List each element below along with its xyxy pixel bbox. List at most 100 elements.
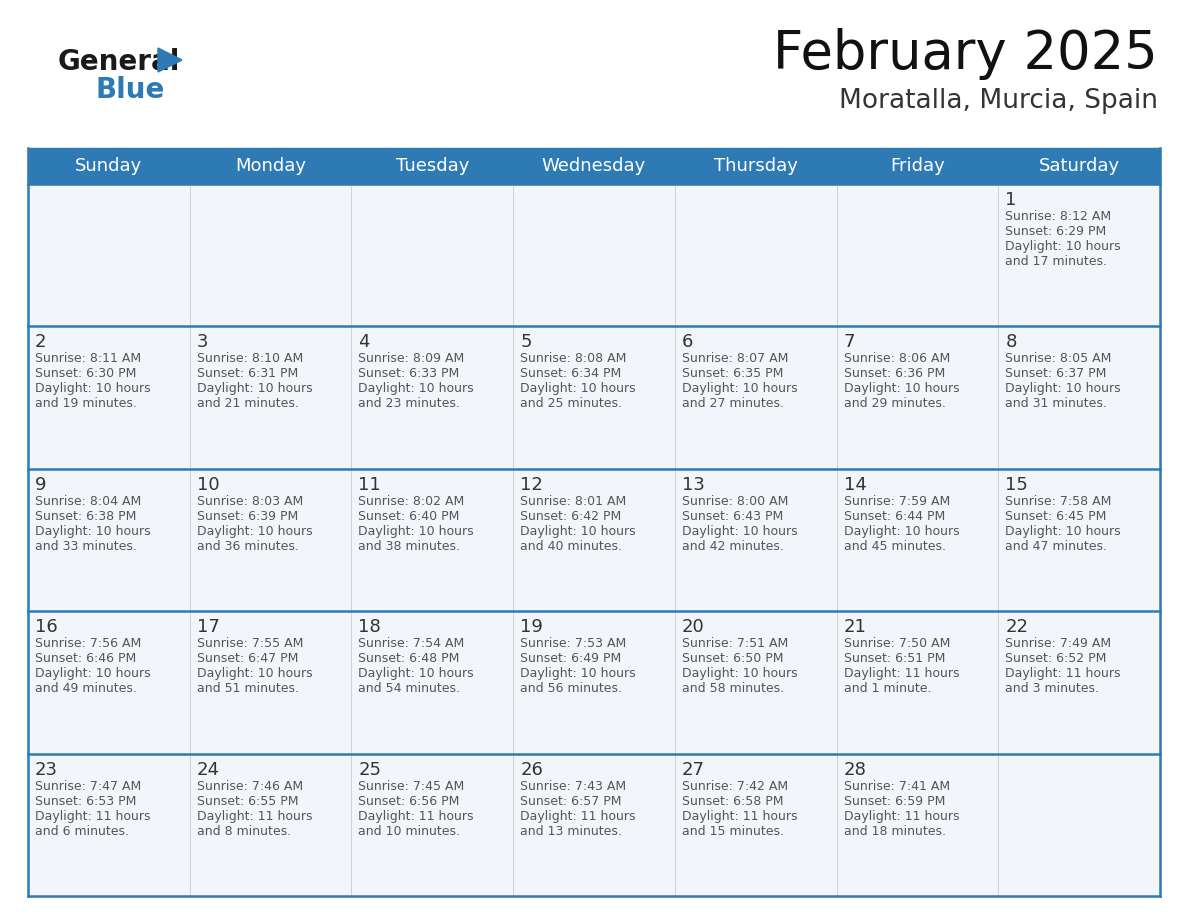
Text: Sunrise: 7:59 AM: Sunrise: 7:59 AM [843,495,950,508]
Text: Daylight: 10 hours: Daylight: 10 hours [1005,240,1121,253]
Bar [29,754,1159,896]
Text: and 36 minutes.: and 36 minutes. [197,540,298,553]
Text: Sunrise: 7:45 AM: Sunrise: 7:45 AM [359,779,465,792]
Text: Sunset: 6:47 PM: Sunset: 6:47 PM [197,652,298,666]
Text: Friday: Friday [890,157,944,175]
Text: and 23 minutes.: and 23 minutes. [359,397,460,410]
Text: and 18 minutes.: and 18 minutes. [843,824,946,837]
Text: Sunrise: 8:03 AM: Sunrise: 8:03 AM [197,495,303,508]
Text: Saturday: Saturday [1038,157,1120,175]
Text: Daylight: 11 hours: Daylight: 11 hours [520,810,636,823]
Text: Sunrise: 8:08 AM: Sunrise: 8:08 AM [520,353,626,365]
Text: 17: 17 [197,618,220,636]
Text: 28: 28 [843,761,866,778]
Text: Daylight: 10 hours: Daylight: 10 hours [520,667,636,680]
Text: Sunset: 6:42 PM: Sunset: 6:42 PM [520,509,621,522]
Text: Daylight: 10 hours: Daylight: 10 hours [1005,525,1121,538]
Text: Sunrise: 8:04 AM: Sunrise: 8:04 AM [34,495,141,508]
Text: Daylight: 10 hours: Daylight: 10 hours [843,383,959,396]
Text: Daylight: 10 hours: Daylight: 10 hours [197,525,312,538]
Text: Sunset: 6:51 PM: Sunset: 6:51 PM [843,652,944,666]
Text: 9: 9 [34,476,46,494]
Text: and 27 minutes.: and 27 minutes. [682,397,784,410]
Bar [29,611,1159,754]
Text: Daylight: 10 hours: Daylight: 10 hours [197,667,312,680]
Text: Sunset: 6:48 PM: Sunset: 6:48 PM [359,652,460,666]
Text: Sunrise: 8:02 AM: Sunrise: 8:02 AM [359,495,465,508]
Text: and 10 minutes.: and 10 minutes. [359,824,461,837]
Text: Daylight: 10 hours: Daylight: 10 hours [1005,383,1121,396]
Text: Sunset: 6:30 PM: Sunset: 6:30 PM [34,367,137,380]
Text: Daylight: 10 hours: Daylight: 10 hours [359,383,474,396]
Text: Sunrise: 7:46 AM: Sunrise: 7:46 AM [197,779,303,792]
Text: 10: 10 [197,476,220,494]
Text: Sunrise: 7:51 AM: Sunrise: 7:51 AM [682,637,788,650]
Text: Daylight: 11 hours: Daylight: 11 hours [197,810,312,823]
Text: 26: 26 [520,761,543,778]
Text: and 31 minutes.: and 31 minutes. [1005,397,1107,410]
Text: and 42 minutes.: and 42 minutes. [682,540,784,553]
Text: 18: 18 [359,618,381,636]
Text: Daylight: 11 hours: Daylight: 11 hours [1005,667,1120,680]
Text: Sunrise: 8:07 AM: Sunrise: 8:07 AM [682,353,788,365]
Text: and 56 minutes.: and 56 minutes. [520,682,623,695]
Text: Sunset: 6:39 PM: Sunset: 6:39 PM [197,509,298,522]
Text: Sunset: 6:33 PM: Sunset: 6:33 PM [359,367,460,380]
Text: Sunrise: 8:05 AM: Sunrise: 8:05 AM [1005,353,1112,365]
Text: and 29 minutes.: and 29 minutes. [843,397,946,410]
Text: Sunset: 6:45 PM: Sunset: 6:45 PM [1005,509,1107,522]
Text: Daylight: 11 hours: Daylight: 11 hours [359,810,474,823]
Text: Sunset: 6:37 PM: Sunset: 6:37 PM [1005,367,1107,380]
Text: 27: 27 [682,761,704,778]
Text: Sunrise: 7:54 AM: Sunrise: 7:54 AM [359,637,465,650]
Polygon shape [158,48,182,72]
Text: and 6 minutes.: and 6 minutes. [34,824,129,837]
Text: 12: 12 [520,476,543,494]
Text: Daylight: 10 hours: Daylight: 10 hours [359,525,474,538]
Text: Daylight: 11 hours: Daylight: 11 hours [843,810,959,823]
Text: Sunset: 6:55 PM: Sunset: 6:55 PM [197,795,298,808]
Text: and 40 minutes.: and 40 minutes. [520,540,623,553]
Text: and 38 minutes.: and 38 minutes. [359,540,461,553]
Text: 13: 13 [682,476,704,494]
Text: February 2025: February 2025 [773,28,1158,80]
Text: Sunday: Sunday [75,157,143,175]
Text: General: General [58,48,181,76]
Text: and 49 minutes.: and 49 minutes. [34,682,137,695]
Text: Sunset: 6:58 PM: Sunset: 6:58 PM [682,795,783,808]
Text: Sunrise: 7:56 AM: Sunrise: 7:56 AM [34,637,141,650]
Text: Sunrise: 7:47 AM: Sunrise: 7:47 AM [34,779,141,792]
Bar [29,148,1159,184]
Text: 24: 24 [197,761,220,778]
Text: Daylight: 10 hours: Daylight: 10 hours [843,525,959,538]
Text: Sunset: 6:35 PM: Sunset: 6:35 PM [682,367,783,380]
Text: 25: 25 [359,761,381,778]
Text: 15: 15 [1005,476,1028,494]
Text: Blue: Blue [96,76,165,104]
Text: and 17 minutes.: and 17 minutes. [1005,255,1107,268]
Text: Sunrise: 7:49 AM: Sunrise: 7:49 AM [1005,637,1112,650]
Text: Sunset: 6:29 PM: Sunset: 6:29 PM [1005,225,1106,238]
Text: and 47 minutes.: and 47 minutes. [1005,540,1107,553]
Text: Sunrise: 8:10 AM: Sunrise: 8:10 AM [197,353,303,365]
Text: Sunrise: 8:11 AM: Sunrise: 8:11 AM [34,353,141,365]
Text: Sunrise: 8:06 AM: Sunrise: 8:06 AM [843,353,950,365]
Text: Daylight: 10 hours: Daylight: 10 hours [34,383,151,396]
Text: Sunrise: 7:50 AM: Sunrise: 7:50 AM [843,637,950,650]
Text: and 15 minutes.: and 15 minutes. [682,824,784,837]
Text: 16: 16 [34,618,58,636]
Text: Sunrise: 7:58 AM: Sunrise: 7:58 AM [1005,495,1112,508]
Bar [29,327,1159,469]
Text: 22: 22 [1005,618,1029,636]
Text: Daylight: 11 hours: Daylight: 11 hours [843,667,959,680]
Text: Daylight: 10 hours: Daylight: 10 hours [682,667,797,680]
Text: Daylight: 10 hours: Daylight: 10 hours [520,383,636,396]
Text: and 19 minutes.: and 19 minutes. [34,397,137,410]
Text: 23: 23 [34,761,58,778]
Text: 2: 2 [34,333,46,352]
Text: 5: 5 [520,333,532,352]
Text: and 21 minutes.: and 21 minutes. [197,397,298,410]
Text: and 33 minutes.: and 33 minutes. [34,540,137,553]
Text: Sunset: 6:43 PM: Sunset: 6:43 PM [682,509,783,522]
Text: Sunrise: 7:55 AM: Sunrise: 7:55 AM [197,637,303,650]
